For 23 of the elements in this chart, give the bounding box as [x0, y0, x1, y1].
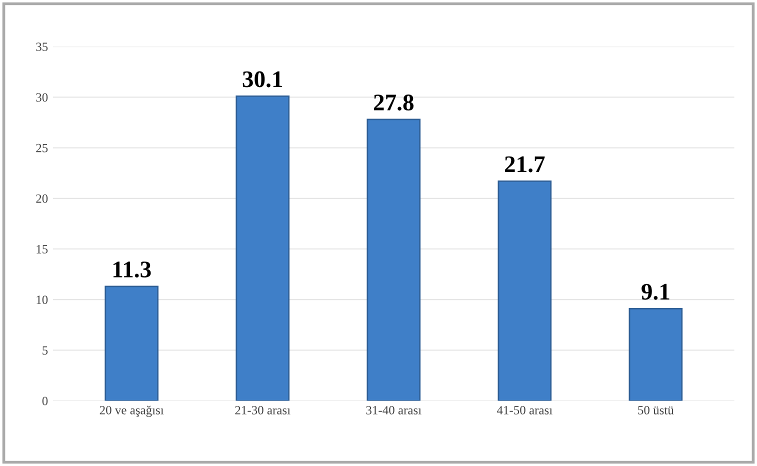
- data-label: 21.7: [504, 156, 545, 172]
- x-tick-label: 20 ve aşağısı: [100, 406, 164, 417]
- y-tick-label: 20: [36, 194, 48, 203]
- bar: [104, 286, 158, 401]
- y-tick-label: 0: [42, 396, 48, 406]
- y-tick-label: 35: [36, 42, 48, 52]
- bar: [498, 180, 552, 401]
- x-tick-label: 41-50 arası: [496, 406, 552, 414]
- data-label: 11.3: [113, 262, 151, 278]
- bar: [628, 308, 683, 401]
- y-tick-label: 10: [36, 296, 48, 304]
- data-label: 30.1: [242, 71, 282, 88]
- x-tick-label: 21-30 arası: [235, 406, 290, 414]
- x-tick-label: 31-40 arası: [366, 406, 422, 414]
- y-tick-label: 25: [36, 144, 48, 152]
- data-label: 27.8: [374, 94, 414, 111]
- bar: [366, 118, 421, 401]
- x-tick-label: 50 üstü: [638, 406, 674, 414]
- y-tick-label: 30: [36, 93, 48, 102]
- y-tick-label: 15: [36, 245, 48, 254]
- data-label: 9.1: [642, 284, 670, 300]
- y-tick-label: 5: [42, 346, 48, 355]
- bar: [236, 95, 290, 401]
